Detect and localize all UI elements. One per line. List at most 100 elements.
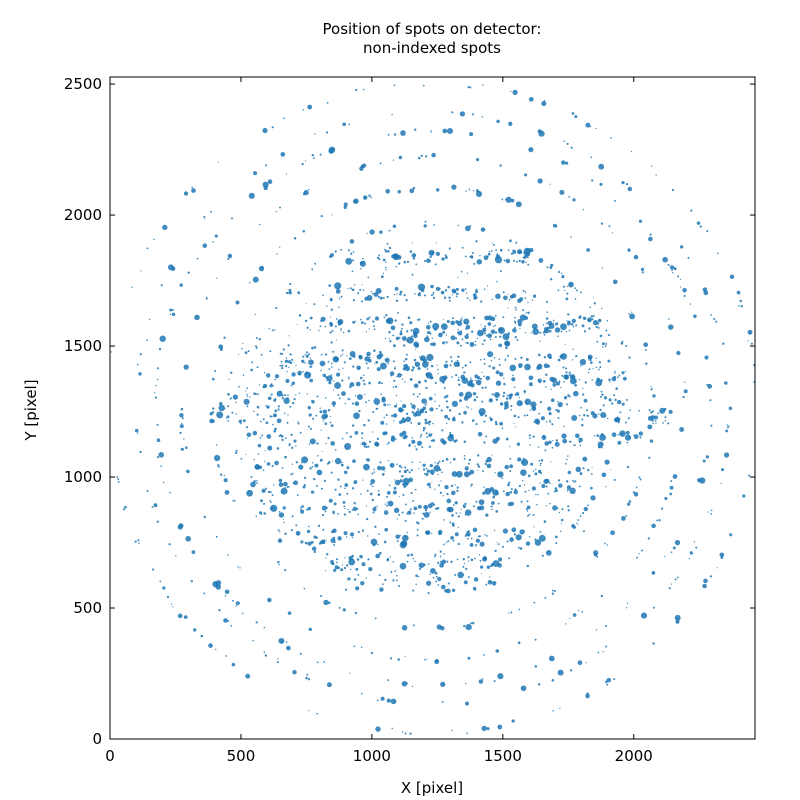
spot-point <box>309 467 312 470</box>
spot-point <box>330 341 333 344</box>
spot-point <box>394 479 396 481</box>
spot-point <box>352 365 355 368</box>
spot-point <box>402 542 405 545</box>
spot-point <box>256 413 259 416</box>
spot-point <box>640 612 648 619</box>
spot-point <box>550 461 552 463</box>
spot-point <box>252 639 254 642</box>
spot-point <box>488 398 493 403</box>
spot-point <box>537 363 543 369</box>
spot-point <box>638 409 641 412</box>
spot-point <box>342 367 344 369</box>
spot-point <box>398 584 401 588</box>
spot-point <box>557 479 561 482</box>
spot-point <box>410 492 413 495</box>
spot-point <box>550 263 554 267</box>
spot-point <box>571 318 576 324</box>
spot-point <box>494 420 498 424</box>
spot-point <box>373 349 376 352</box>
spot-point <box>605 645 607 648</box>
spot-point <box>628 500 632 503</box>
spot-point <box>181 417 184 420</box>
spot-point <box>471 342 473 344</box>
spot-point <box>539 482 541 484</box>
spot-point <box>328 381 332 385</box>
spot-point <box>496 394 498 396</box>
spot-point <box>508 397 512 400</box>
spot-point <box>320 487 324 490</box>
spot-point <box>514 306 517 309</box>
spot-point <box>684 381 686 383</box>
spot-point <box>591 379 594 381</box>
spot-point <box>399 534 401 537</box>
spot-point <box>571 112 575 115</box>
spot-point <box>217 465 220 468</box>
spot-point <box>434 571 438 575</box>
spot-point <box>395 405 398 407</box>
spot-point <box>368 381 371 385</box>
spot-point <box>418 318 421 321</box>
spot-point <box>519 327 521 330</box>
spot-point <box>424 509 428 512</box>
spot-point <box>483 420 486 423</box>
spot-point <box>635 486 638 489</box>
spot-point <box>599 434 607 441</box>
spot-point <box>203 215 206 218</box>
spot-point <box>472 316 476 319</box>
spot-point <box>468 383 471 386</box>
spot-point <box>491 581 497 586</box>
spot-point <box>392 386 395 388</box>
spot-point <box>320 429 322 431</box>
spot-point <box>441 700 444 703</box>
spot-point <box>250 481 256 488</box>
spot-point <box>372 320 375 323</box>
spot-point <box>351 487 355 490</box>
spot-point <box>592 413 598 419</box>
spot-point <box>579 515 582 517</box>
spot-point <box>406 336 414 344</box>
spot-point <box>485 513 489 517</box>
spot-point <box>567 505 570 508</box>
spot-point <box>452 504 455 506</box>
spot-point <box>397 190 401 194</box>
spot-point <box>298 373 301 376</box>
spot-point <box>704 355 709 360</box>
spot-point <box>571 359 574 361</box>
spot-point <box>683 389 688 394</box>
spot-point <box>349 436 351 438</box>
spot-point <box>518 365 522 369</box>
spot-point <box>603 396 608 400</box>
spot-point <box>378 551 382 555</box>
spot-point <box>308 413 312 417</box>
spot-point <box>541 435 547 440</box>
spot-point <box>680 286 682 288</box>
spot-point <box>477 431 483 437</box>
spot-point <box>397 373 402 378</box>
spot-point <box>616 417 621 422</box>
spot-point <box>334 565 339 570</box>
spot-point <box>482 470 484 472</box>
spot-point <box>308 359 314 366</box>
spot-point <box>284 455 287 459</box>
spot-point <box>374 363 376 365</box>
spot-point <box>487 322 492 326</box>
spot-point <box>353 578 357 581</box>
spot-point <box>429 407 434 412</box>
spot-point <box>598 163 605 170</box>
spot-point <box>430 439 433 442</box>
spot-point <box>551 446 554 449</box>
spot-point <box>263 651 266 654</box>
spot-point <box>418 356 421 358</box>
spot-point <box>738 305 740 307</box>
spot-point <box>493 244 495 246</box>
spot-point <box>508 557 511 560</box>
spot-point <box>328 284 331 287</box>
spot-point <box>541 101 547 107</box>
spot-point <box>463 454 466 457</box>
spot-point <box>281 397 285 400</box>
spot-point <box>502 291 505 294</box>
spot-point <box>224 595 227 597</box>
spot-point <box>558 380 561 382</box>
spot-point <box>268 327 271 330</box>
spot-point <box>647 424 653 430</box>
